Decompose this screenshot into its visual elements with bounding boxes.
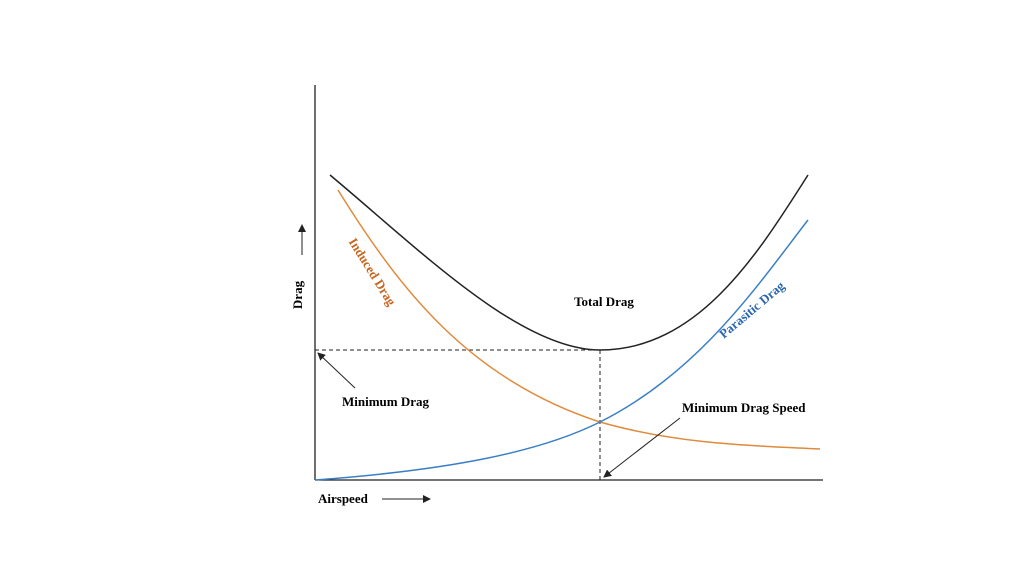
min-speed-arrow bbox=[603, 417, 681, 478]
total-label: Total Drag bbox=[574, 294, 634, 309]
x-label: Airspeed bbox=[318, 491, 369, 506]
min-speed-label: Minimum Drag Speed bbox=[682, 400, 806, 415]
y-label: Drag bbox=[290, 280, 305, 309]
min-drag-label: Minimum Drag bbox=[342, 394, 430, 409]
total-curve bbox=[329, 174, 809, 351]
parasitic-curve bbox=[314, 219, 809, 481]
induced-curve bbox=[337, 189, 821, 450]
min-drag-arrow bbox=[317, 352, 356, 389]
